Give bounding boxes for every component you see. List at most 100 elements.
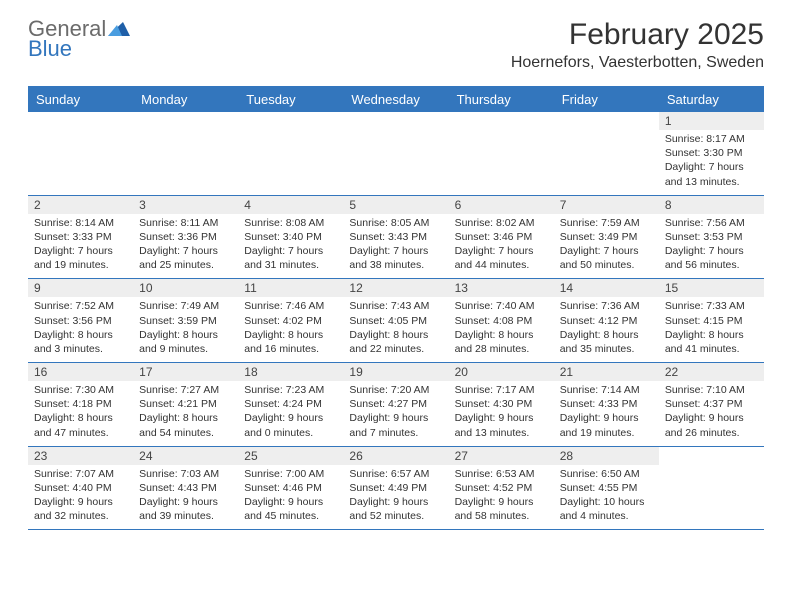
sunrise-text: Sunrise: 7:10 AM <box>665 383 758 397</box>
location-text: Hoernefors, Vaesterbotten, Sweden <box>511 54 764 72</box>
sunrise-text: Sunrise: 7:46 AM <box>244 299 337 313</box>
sunset-text: Sunset: 3:49 PM <box>560 230 653 244</box>
daynum-row: 2345678 <box>28 196 764 214</box>
day-info: Sunrise: 7:36 AMSunset: 4:12 PMDaylight:… <box>554 297 659 362</box>
sunrise-text: Sunrise: 7:59 AM <box>560 216 653 230</box>
daylight-text: Daylight: 7 hours and 50 minutes. <box>560 244 653 272</box>
info-row: Sunrise: 8:17 AMSunset: 3:30 PMDaylight:… <box>28 130 764 195</box>
week-block: 16171819202122Sunrise: 7:30 AMSunset: 4:… <box>28 363 764 447</box>
sunset-text: Sunset: 4:37 PM <box>665 397 758 411</box>
sunrise-text: Sunrise: 7:36 AM <box>560 299 653 313</box>
sunset-text: Sunset: 4:49 PM <box>349 481 442 495</box>
sunrise-text: Sunrise: 7:56 AM <box>665 216 758 230</box>
sunrise-text: Sunrise: 7:20 AM <box>349 383 442 397</box>
daylight-text: Daylight: 9 hours and 26 minutes. <box>665 411 758 439</box>
sunrise-text: Sunrise: 8:14 AM <box>34 216 127 230</box>
day-info: Sunrise: 7:17 AMSunset: 4:30 PMDaylight:… <box>449 381 554 446</box>
info-row: Sunrise: 7:30 AMSunset: 4:18 PMDaylight:… <box>28 381 764 446</box>
day-info: Sunrise: 8:14 AMSunset: 3:33 PMDaylight:… <box>28 214 133 279</box>
daynum-row: 1 <box>28 112 764 130</box>
sunrise-text: Sunrise: 7:14 AM <box>560 383 653 397</box>
day-info <box>28 130 133 195</box>
day-number: 12 <box>343 279 448 297</box>
daylight-text: Daylight: 8 hours and 41 minutes. <box>665 328 758 356</box>
day-number: 17 <box>133 363 238 381</box>
day-number: 5 <box>343 196 448 214</box>
day-number: 22 <box>659 363 764 381</box>
day-number: 4 <box>238 196 343 214</box>
daylight-text: Daylight: 8 hours and 35 minutes. <box>560 328 653 356</box>
day-info: Sunrise: 8:11 AMSunset: 3:36 PMDaylight:… <box>133 214 238 279</box>
sunrise-text: Sunrise: 8:11 AM <box>139 216 232 230</box>
calendar: Sunday Monday Tuesday Wednesday Thursday… <box>28 86 764 530</box>
sunset-text: Sunset: 3:43 PM <box>349 230 442 244</box>
daylight-text: Daylight: 9 hours and 7 minutes. <box>349 411 442 439</box>
daylight-text: Daylight: 8 hours and 22 minutes. <box>349 328 442 356</box>
sunrise-text: Sunrise: 7:23 AM <box>244 383 337 397</box>
day-number <box>449 112 554 130</box>
logo-triangle-icon <box>108 18 130 40</box>
day-number: 6 <box>449 196 554 214</box>
day-header-monday: Monday <box>133 87 238 112</box>
sunset-text: Sunset: 4:43 PM <box>139 481 232 495</box>
sunrise-text: Sunrise: 6:53 AM <box>455 467 548 481</box>
day-info: Sunrise: 7:10 AMSunset: 4:37 PMDaylight:… <box>659 381 764 446</box>
sunrise-text: Sunrise: 7:07 AM <box>34 467 127 481</box>
daylight-text: Daylight: 9 hours and 19 minutes. <box>560 411 653 439</box>
sunrise-text: Sunrise: 6:57 AM <box>349 467 442 481</box>
day-header-row: Sunday Monday Tuesday Wednesday Thursday… <box>28 87 764 112</box>
title-block: February 2025 Hoernefors, Vaesterbotten,… <box>511 18 764 72</box>
day-number <box>554 112 659 130</box>
sunrise-text: Sunrise: 7:27 AM <box>139 383 232 397</box>
week-block: 232425262728Sunrise: 7:07 AMSunset: 4:40… <box>28 447 764 531</box>
sunrise-text: Sunrise: 7:33 AM <box>665 299 758 313</box>
sunrise-text: Sunrise: 7:49 AM <box>139 299 232 313</box>
day-number: 10 <box>133 279 238 297</box>
daynum-row: 9101112131415 <box>28 279 764 297</box>
sunset-text: Sunset: 4:27 PM <box>349 397 442 411</box>
sunset-text: Sunset: 4:46 PM <box>244 481 337 495</box>
day-number: 23 <box>28 447 133 465</box>
sunset-text: Sunset: 4:30 PM <box>455 397 548 411</box>
day-info: Sunrise: 7:20 AMSunset: 4:27 PMDaylight:… <box>343 381 448 446</box>
info-row: Sunrise: 7:52 AMSunset: 3:56 PMDaylight:… <box>28 297 764 362</box>
daylight-text: Daylight: 8 hours and 47 minutes. <box>34 411 127 439</box>
page-header: GeneralBlue February 2025 Hoernefors, Va… <box>0 0 792 80</box>
daylight-text: Daylight: 7 hours and 38 minutes. <box>349 244 442 272</box>
day-info <box>343 130 448 195</box>
daylight-text: Daylight: 9 hours and 58 minutes. <box>455 495 548 523</box>
day-header-tuesday: Tuesday <box>238 87 343 112</box>
daylight-text: Daylight: 8 hours and 54 minutes. <box>139 411 232 439</box>
day-number: 28 <box>554 447 659 465</box>
daylight-text: Daylight: 7 hours and 19 minutes. <box>34 244 127 272</box>
day-number: 19 <box>343 363 448 381</box>
day-number: 21 <box>554 363 659 381</box>
day-header-saturday: Saturday <box>659 87 764 112</box>
sunset-text: Sunset: 3:33 PM <box>34 230 127 244</box>
day-number: 1 <box>659 112 764 130</box>
sunset-text: Sunset: 3:53 PM <box>665 230 758 244</box>
weeks-container: 1Sunrise: 8:17 AMSunset: 3:30 PMDaylight… <box>28 112 764 530</box>
daylight-text: Daylight: 7 hours and 44 minutes. <box>455 244 548 272</box>
day-number: 27 <box>449 447 554 465</box>
day-info: Sunrise: 7:43 AMSunset: 4:05 PMDaylight:… <box>343 297 448 362</box>
day-number: 3 <box>133 196 238 214</box>
daylight-text: Daylight: 7 hours and 25 minutes. <box>139 244 232 272</box>
day-info: Sunrise: 6:57 AMSunset: 4:49 PMDaylight:… <box>343 465 448 530</box>
day-number: 26 <box>343 447 448 465</box>
logo-text-blue: Blue <box>28 38 130 60</box>
day-info: Sunrise: 7:14 AMSunset: 4:33 PMDaylight:… <box>554 381 659 446</box>
day-number: 15 <box>659 279 764 297</box>
sunset-text: Sunset: 4:55 PM <box>560 481 653 495</box>
daylight-text: Daylight: 8 hours and 9 minutes. <box>139 328 232 356</box>
daylight-text: Daylight: 9 hours and 45 minutes. <box>244 495 337 523</box>
sunset-text: Sunset: 3:46 PM <box>455 230 548 244</box>
day-info: Sunrise: 7:30 AMSunset: 4:18 PMDaylight:… <box>28 381 133 446</box>
sunset-text: Sunset: 4:52 PM <box>455 481 548 495</box>
month-title: February 2025 <box>511 18 764 52</box>
day-number: 20 <box>449 363 554 381</box>
day-info <box>659 465 764 530</box>
day-number: 14 <box>554 279 659 297</box>
day-info <box>133 130 238 195</box>
sunrise-text: Sunrise: 7:40 AM <box>455 299 548 313</box>
